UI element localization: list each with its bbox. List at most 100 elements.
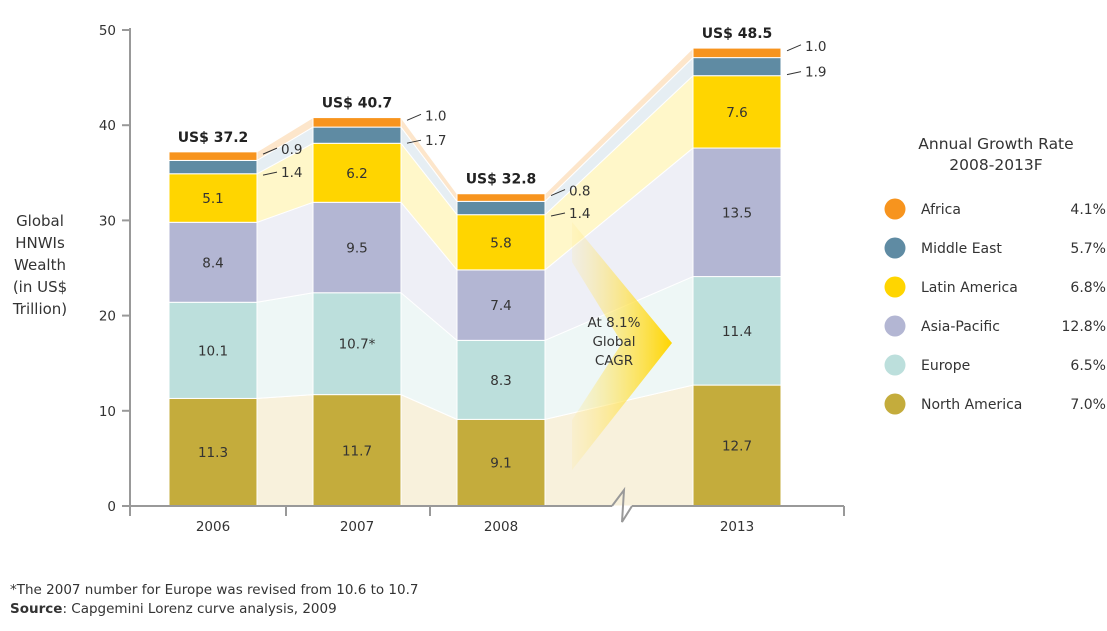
legend-label: Africa — [921, 202, 961, 218]
bar-value-label: 6.2 — [346, 166, 367, 182]
legend-label: Latin America — [921, 280, 1018, 296]
bar-value-label: 9.5 — [346, 241, 367, 257]
bar-segment-asia-pacific — [168, 221, 258, 303]
bar-segment-middle-east — [692, 57, 782, 77]
cagr-annotation-text: CAGR — [595, 353, 633, 369]
y-tick-label: 30 — [99, 213, 116, 229]
bar-segment-asia-pacific — [692, 147, 782, 278]
legend-growth-value: 6.5% — [1070, 358, 1106, 374]
bar-value-label: 10.1 — [198, 343, 228, 359]
bar-value-label: 7.4 — [490, 298, 511, 314]
bar-segment-europe — [168, 301, 258, 399]
bar-value-label: 10.7* — [339, 337, 376, 353]
bar-total-label: US$ 48.5 — [702, 26, 773, 42]
bar-segment-middle-east — [168, 159, 258, 175]
bar-value-label: 1.4 — [569, 206, 590, 222]
y-axis-label-line: HNWIs — [15, 234, 65, 252]
cagr-annotation-text: At 8.1% — [588, 315, 641, 331]
bar-segment-africa — [456, 193, 546, 202]
bar-value-label: 9.1 — [490, 456, 511, 472]
bar-value-label: 1.0 — [805, 39, 826, 55]
y-tick-label: 20 — [99, 309, 116, 325]
leader-line — [262, 171, 278, 176]
legend-label: North America — [921, 397, 1022, 413]
y-tick-label: 10 — [99, 404, 116, 420]
bar-value-label: 5.1 — [202, 191, 223, 207]
y-tick-label: 0 — [107, 499, 116, 515]
legend-swatch-africa — [884, 198, 906, 220]
bar-value-label: 7.6 — [726, 105, 747, 121]
x-axis-break — [611, 486, 633, 523]
connector-band-north-america — [256, 394, 314, 507]
legend-label: Middle East — [921, 241, 1002, 257]
bar-value-label: 1.4 — [281, 165, 302, 181]
y-tick-label: 40 — [99, 118, 116, 134]
cagr-annotation-text: Global — [592, 334, 635, 350]
bar-segment-north-america — [168, 397, 258, 507]
leader-line — [786, 71, 802, 76]
legend-title: Annual Growth Rate — [918, 135, 1073, 153]
y-axis-label-line: Trillion) — [12, 300, 68, 318]
legend-growth-value: 4.1% — [1070, 202, 1106, 218]
bar-value-label: 8.4 — [202, 255, 223, 271]
source-label: Source — [10, 601, 63, 617]
legend-label: Europe — [921, 358, 970, 374]
legend-growth-value: 5.7% — [1070, 241, 1106, 257]
bar-segment-north-america — [456, 418, 546, 507]
bar-value-label: 1.9 — [805, 65, 826, 81]
bar-segment-latin-america — [312, 142, 402, 203]
y-tick-label: 50 — [99, 23, 116, 39]
y-axis-label: Global HNWIs Wealth (in US$ Trillion) — [4, 210, 76, 320]
legend-swatch-middle-east — [884, 237, 906, 259]
x-tick-label: 2006 — [196, 519, 230, 535]
connector-band-europe — [256, 292, 314, 399]
bar-total-label: US$ 37.2 — [178, 130, 249, 146]
bar-value-label: 11.4 — [722, 324, 752, 340]
bar-segment-europe — [692, 276, 782, 386]
bar-segment-africa — [692, 47, 782, 59]
bar-value-label: 11.7 — [342, 443, 372, 459]
bar-value-label: 5.8 — [490, 235, 511, 251]
bar-segment-north-america — [692, 384, 782, 507]
leader-line — [406, 113, 422, 121]
legend-growth-value: 7.0% — [1070, 397, 1106, 413]
x-tick-label: 2007 — [340, 519, 374, 535]
source-footnote: Source: Capgemini Lorenz curve analysis,… — [10, 601, 337, 617]
revision-footnote: *The 2007 number for Europe was revised … — [10, 582, 419, 598]
bar-value-label: 11.3 — [198, 445, 228, 461]
leader-line — [550, 212, 566, 217]
legend-label: Asia-Pacific — [921, 319, 1000, 335]
bar-segment-africa — [168, 151, 258, 161]
y-axis-label-line: Wealth — [14, 256, 66, 274]
bar-value-label: 0.9 — [281, 142, 302, 158]
bar-segment-latin-america — [456, 214, 546, 271]
bar-value-label: 0.8 — [569, 184, 590, 200]
y-axis-label-line: (in US$ — [12, 278, 68, 296]
legend-title: 2008-2013F — [949, 156, 1042, 174]
leader-line — [406, 139, 422, 144]
bar-segment-middle-east — [312, 126, 402, 144]
bar-total-label: US$ 32.8 — [466, 172, 537, 188]
legend-growth-value: 12.8% — [1062, 319, 1106, 335]
x-tick-label: 2013 — [720, 519, 754, 535]
bar-value-label: 13.5 — [722, 205, 752, 221]
legend-growth-value: 6.8% — [1070, 280, 1106, 296]
bar-value-label: 1.0 — [425, 108, 446, 124]
leader-line — [262, 147, 278, 155]
leader-line — [786, 44, 802, 52]
leader-line — [550, 189, 566, 197]
bar-value-label: 1.7 — [425, 133, 446, 149]
legend-swatch-asia-pacific — [884, 315, 906, 337]
bar-segment-north-america — [312, 394, 402, 507]
legend-swatch-latin-america — [884, 276, 906, 298]
bar-segment-africa — [312, 117, 402, 128]
legend-swatch-north-america — [884, 393, 906, 415]
source-text: : Capgemini Lorenz curve analysis, 2009 — [62, 601, 337, 617]
cagr-arrow — [572, 222, 672, 470]
legend-swatch-europe — [884, 354, 906, 376]
bar-total-label: US$ 40.7 — [322, 96, 393, 112]
bar-value-label: 12.7 — [722, 439, 752, 455]
bar-value-label: 8.3 — [490, 373, 511, 389]
x-tick-label: 2008 — [484, 519, 518, 535]
